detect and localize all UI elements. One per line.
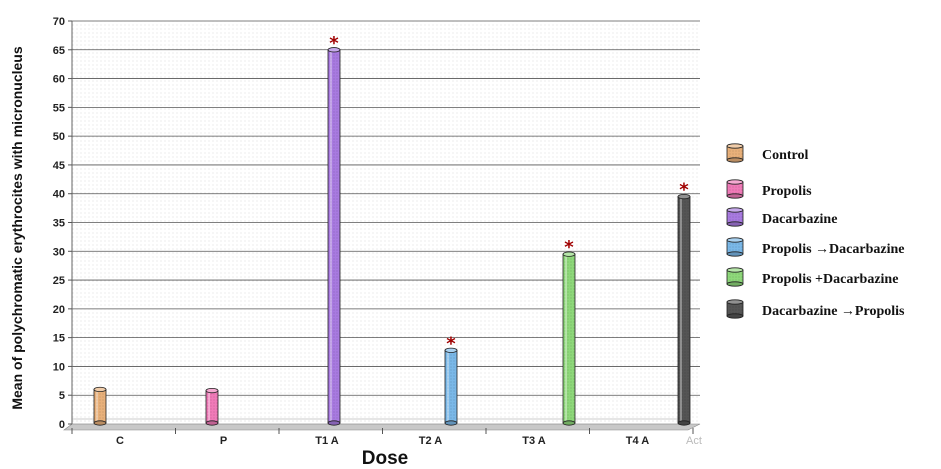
x-axis-title: Dose — [362, 448, 408, 469]
y-tick-label: 35 — [53, 218, 65, 230]
legend-label: Propolis →Dacarbazine — [762, 242, 904, 257]
significance-star: * — [679, 180, 689, 201]
y-tick-label: 60 — [53, 74, 65, 86]
plot-area — [63, 21, 701, 431]
legend-swatch — [726, 267, 744, 287]
significance-star: * — [564, 237, 574, 258]
y-tick-label: 55 — [53, 102, 65, 114]
y-tick-label: 40 — [53, 189, 65, 201]
legend-item: Propolis +Dacarbazine — [726, 267, 898, 287]
watermark-text: Act — [686, 435, 702, 447]
bar — [205, 388, 219, 426]
legend-swatch — [726, 143, 744, 163]
legend-swatch — [726, 179, 744, 199]
x-axis: C P T1 A T2 A T3 A T4 A Act — [71, 428, 702, 447]
legend-item: Propolis →Dacarbazine — [726, 237, 904, 257]
significance-star: * — [446, 333, 456, 354]
x-tick-label: T4 A — [626, 435, 649, 447]
x-tick-label: T2 A — [419, 435, 442, 447]
legend-item: Propolis — [726, 179, 812, 199]
y-tick-label: 0 — [59, 419, 65, 431]
bars — [93, 47, 691, 426]
legend-item: Control — [726, 143, 809, 163]
legend-item: Dacarbazine — [726, 207, 837, 227]
legend-label: Propolis — [762, 184, 812, 199]
bar — [327, 47, 341, 426]
legend-item: Dacarbazine →Propolis — [726, 299, 905, 319]
significance-star: * — [329, 33, 339, 54]
x-tick-label: C — [116, 435, 124, 447]
y-tick-label: 25 — [53, 275, 65, 287]
legend-swatch — [726, 237, 744, 257]
legend-swatch — [726, 299, 744, 319]
x-tick-label: T1 A — [315, 435, 338, 447]
x-tick-label: P — [220, 435, 227, 447]
significance-marks: * * * * — [329, 33, 689, 355]
y-tick-label: 50 — [53, 131, 65, 143]
y-tick-label: 10 — [53, 361, 65, 373]
legend-label: Propolis +Dacarbazine — [762, 272, 898, 287]
legend-label: Dacarbazine — [762, 212, 837, 227]
y-tick-label: 15 — [53, 333, 65, 345]
y-axis-title: Mean of polychromatic erythrocites with … — [9, 46, 25, 410]
y-tick-label: 45 — [53, 160, 65, 172]
gridlines — [72, 20, 700, 396]
x-tick-label: T3 A — [522, 435, 545, 447]
legend: Control Propolis Dacarbazine Propolis →Daca… — [726, 143, 905, 319]
legend-swatch — [726, 207, 744, 227]
bar — [93, 386, 107, 426]
legend-label: Dacarbazine →Propolis — [762, 304, 905, 319]
y-tick-label: 20 — [53, 304, 65, 316]
bar — [677, 193, 691, 426]
bar — [562, 251, 576, 426]
y-tick-label: 70 — [53, 16, 65, 28]
y-tick-label: 65 — [53, 45, 65, 57]
y-tick-label: 30 — [53, 246, 65, 258]
bar — [444, 347, 458, 426]
y-axis: 0 5 10 15 20 25 30 35 40 45 50 55 60 65 70 — [53, 16, 73, 431]
y-tick-label: 5 — [59, 390, 65, 402]
legend-label: Control — [762, 148, 809, 163]
